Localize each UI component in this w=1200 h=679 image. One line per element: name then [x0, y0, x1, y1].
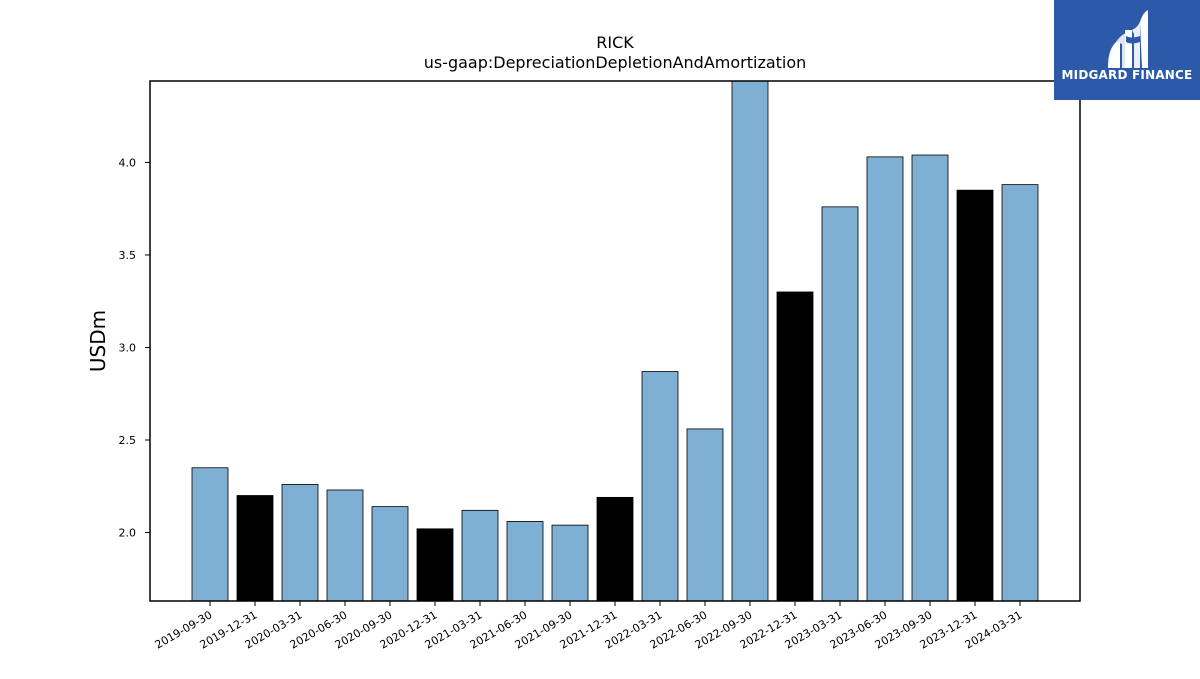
bar-2019-12-31 [236, 495, 274, 602]
bar-2022-03-31 [641, 371, 679, 602]
bar-2023-03-31 [821, 206, 859, 602]
midgard-finance-logo: MIDGARD FINANCE [1054, 0, 1200, 100]
y-tick-label: 4.0 [119, 156, 137, 169]
y-tick-label: 2.0 [119, 527, 137, 540]
bar-2023-09-30 [911, 154, 949, 602]
bar-2020-12-31 [416, 528, 454, 602]
bar-2020-09-30 [371, 506, 409, 602]
midgard-logo-icon [1108, 10, 1148, 68]
y-ticks-group: 2.0 2.5 3.0 3.5 4.0 [119, 156, 150, 540]
bar-2023-12-31 [956, 189, 994, 602]
y-tick-label: 3.0 [119, 341, 137, 354]
y-tick-label: 3.5 [119, 249, 137, 262]
bar-2022-06-30 [686, 428, 724, 602]
x-ticks-group: 2019-09-302019-12-312020-03-312020-06-30… [153, 601, 1025, 652]
logo-text: MIDGARD FINANCE [1061, 68, 1193, 82]
chart-title: RICK [596, 33, 634, 52]
bar-2024-03-31 [1001, 184, 1039, 602]
bar-2020-03-31 [281, 484, 319, 602]
bar-2022-12-31 [776, 291, 814, 602]
bar-2021-12-31 [596, 496, 634, 602]
bar-2023-06-30 [866, 156, 904, 602]
y-tick-label: 2.5 [119, 434, 137, 447]
bar-2021-09-30 [551, 524, 589, 602]
bar-2021-03-31 [461, 509, 499, 602]
plot-area-frame [149, 80, 1081, 602]
bar-2021-06-30 [506, 521, 544, 602]
chart-subtitle: us-gaap:DepreciationDepletionAndAmortiza… [424, 53, 807, 72]
y-axis-label: USDm [86, 310, 110, 372]
bar-2019-09-30 [191, 467, 229, 602]
bar-2022-09-30 [731, 80, 769, 602]
bars-group [191, 80, 1039, 602]
bar-2020-06-30 [326, 489, 364, 602]
